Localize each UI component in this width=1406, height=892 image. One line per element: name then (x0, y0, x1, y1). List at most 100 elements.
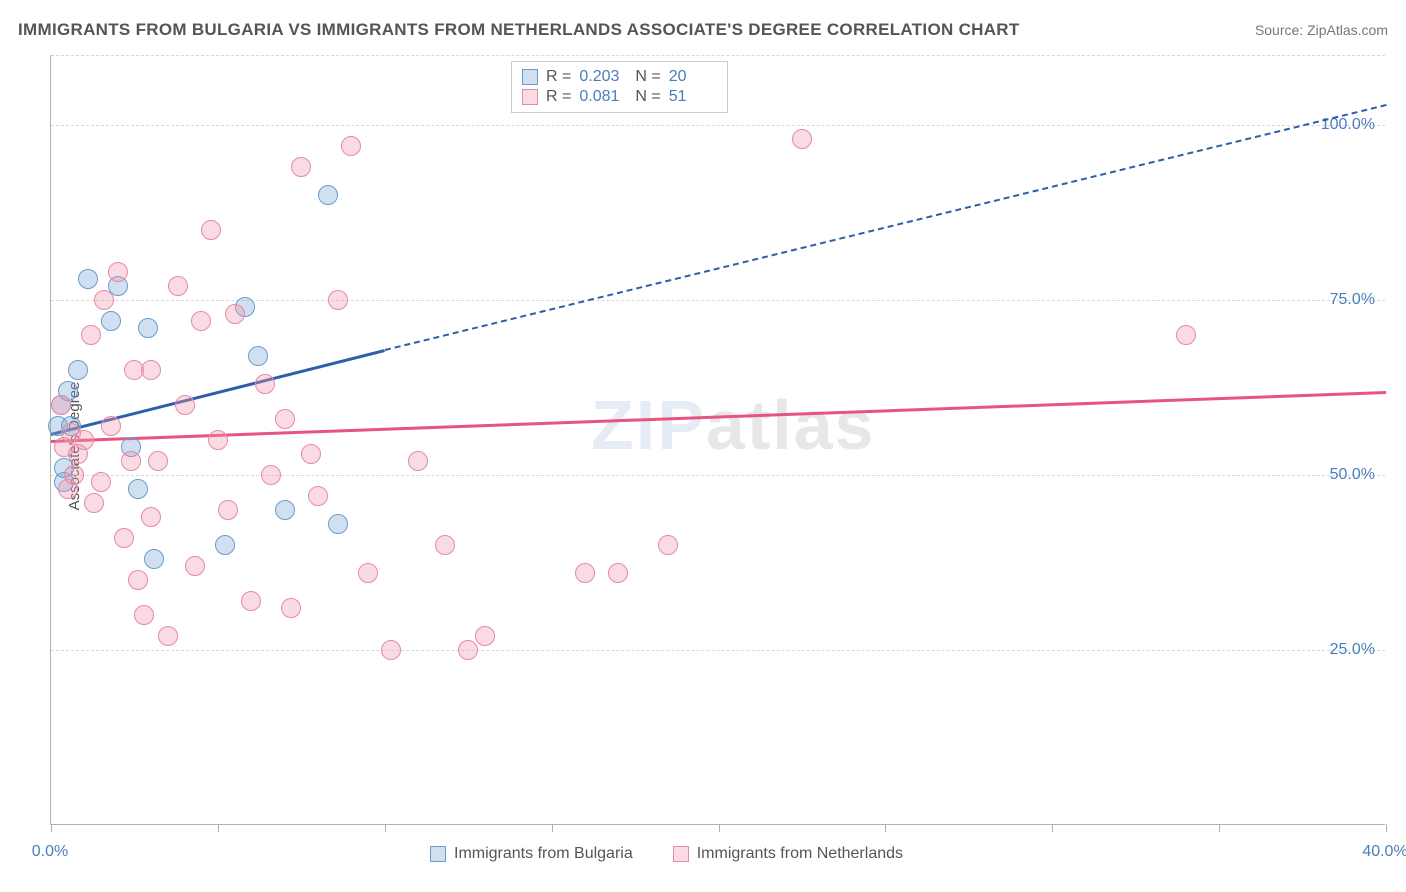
data-point (575, 563, 595, 583)
data-point (318, 185, 338, 205)
data-point (291, 157, 311, 177)
legend-swatch (522, 69, 538, 85)
x-tick (885, 824, 886, 832)
x-tick (1219, 824, 1220, 832)
stats-legend: R = 0.203 N = 20 R = 0.081 N = 51 (511, 61, 728, 113)
y-tick-label: 50.0% (1330, 466, 1375, 484)
data-point (64, 465, 84, 485)
y-tick-label: 25.0% (1330, 641, 1375, 659)
data-point (185, 556, 205, 576)
gridline (51, 125, 1385, 126)
stats-row: R = 0.203 N = 20 (522, 68, 717, 86)
data-point (328, 514, 348, 534)
data-point (248, 346, 268, 366)
data-point (158, 626, 178, 646)
legend-item: Immigrants from Bulgaria (430, 845, 633, 863)
x-tick (1386, 824, 1387, 832)
trend-line (51, 391, 1386, 443)
data-point (91, 472, 111, 492)
trend-line-dashed (385, 104, 1387, 351)
watermark: ZIPatlas (591, 385, 875, 465)
x-tick (552, 824, 553, 832)
data-point (381, 640, 401, 660)
data-point (175, 395, 195, 415)
chart-header: IMMIGRANTS FROM BULGARIA VS IMMIGRANTS F… (18, 20, 1388, 40)
legend-label: Immigrants from Netherlands (697, 845, 903, 863)
data-point (51, 395, 71, 415)
gridline (51, 475, 1385, 476)
data-point (81, 325, 101, 345)
data-point (275, 409, 295, 429)
gridline (51, 650, 1385, 651)
data-point (215, 535, 235, 555)
x-tick (218, 824, 219, 832)
data-point (141, 360, 161, 380)
data-point (128, 479, 148, 499)
data-point (148, 451, 168, 471)
x-tick (719, 824, 720, 832)
data-point (308, 486, 328, 506)
data-point (435, 535, 455, 555)
data-point (241, 591, 261, 611)
data-point (475, 626, 495, 646)
data-point (144, 549, 164, 569)
stat-n-label: N = (635, 68, 660, 86)
data-point (101, 311, 121, 331)
data-point (608, 563, 628, 583)
x-tick (51, 824, 52, 832)
legend-swatch (522, 89, 538, 105)
gridline (51, 55, 1385, 56)
stat-n-value: 20 (669, 68, 717, 86)
data-point (341, 136, 361, 156)
data-point (1176, 325, 1196, 345)
stat-n-value: 51 (669, 88, 717, 106)
data-point (141, 507, 161, 527)
legend-swatch (673, 846, 689, 862)
data-point (255, 374, 275, 394)
data-point (458, 640, 478, 660)
data-point (121, 451, 141, 471)
data-point (658, 535, 678, 555)
plot-area: ZIPatlas 25.0%50.0%75.0%100.0%R =0.203N … (50, 55, 1385, 825)
data-point (128, 570, 148, 590)
data-point (191, 311, 211, 331)
watermark-part-2: atlas (706, 386, 876, 464)
data-point (101, 416, 121, 436)
data-point (225, 304, 245, 324)
stat-r-value: 0.203 (579, 68, 627, 86)
data-point (358, 563, 378, 583)
x-tick-label: 0.0% (32, 843, 68, 861)
data-point (275, 500, 295, 520)
data-point (201, 220, 221, 240)
stats-row: R = 0.081 N = 51 (522, 88, 717, 106)
data-point (68, 360, 88, 380)
chart-title: IMMIGRANTS FROM BULGARIA VS IMMIGRANTS F… (18, 20, 1020, 40)
source-attribution: Source: ZipAtlas.com (1255, 22, 1388, 38)
data-point (108, 262, 128, 282)
data-point (114, 528, 134, 548)
data-point (168, 276, 188, 296)
data-point (218, 500, 238, 520)
x-tick (385, 824, 386, 832)
data-point (408, 451, 428, 471)
x-tick-label: 40.0% (1362, 843, 1406, 861)
data-point (281, 598, 301, 618)
data-point (94, 290, 114, 310)
y-tick-label: 75.0% (1330, 291, 1375, 309)
legend-item: Immigrants from Netherlands (673, 845, 903, 863)
data-point (301, 444, 321, 464)
legend-label: Immigrants from Bulgaria (454, 845, 633, 863)
stat-r-value: 0.081 (579, 88, 627, 106)
stat-r-label: R = (546, 68, 571, 86)
data-point (78, 269, 98, 289)
legend-swatch (430, 846, 446, 862)
stat-n-label: N = (635, 88, 660, 106)
data-point (792, 129, 812, 149)
x-tick (1052, 824, 1053, 832)
series-legend: Immigrants from Bulgaria Immigrants from … (430, 845, 903, 863)
data-point (261, 465, 281, 485)
stat-r-label: R = (546, 88, 571, 106)
watermark-part-1: ZIP (591, 386, 706, 464)
data-point (328, 290, 348, 310)
data-point (208, 430, 228, 450)
